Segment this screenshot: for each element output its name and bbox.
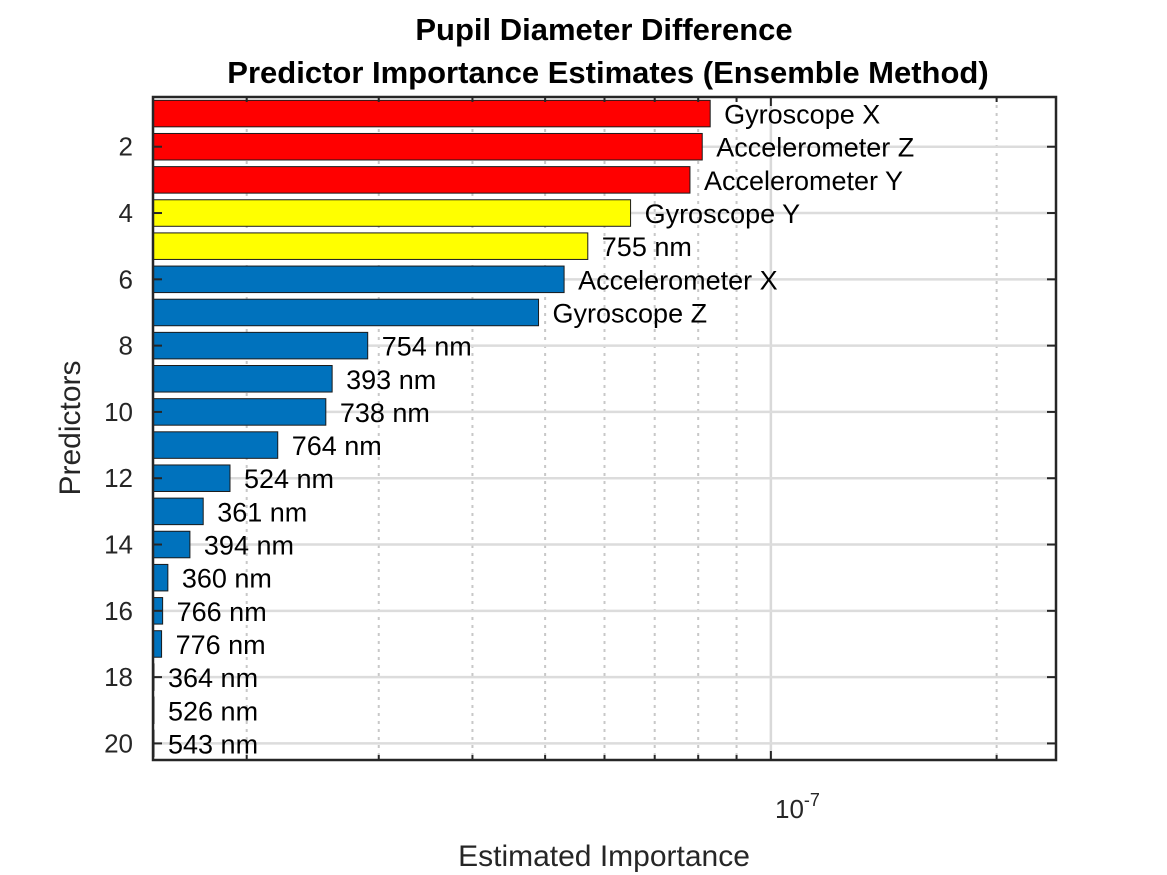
bar-label: 394 nm	[204, 531, 294, 561]
bar-label: 526 nm	[168, 696, 258, 726]
y-axis-label: Predictors	[54, 360, 87, 495]
bar-label: 764 nm	[292, 431, 382, 461]
bar	[152, 166, 691, 194]
axis-ticks	[153, 97, 1056, 760]
bar-label: 524 nm	[244, 464, 334, 494]
bar	[152, 398, 327, 426]
bar-label: 738 nm	[340, 398, 430, 428]
y-tick-label: 14	[104, 530, 133, 560]
plot-frame	[151, 95, 1058, 762]
x-axis-label: Estimated Importance	[458, 840, 750, 873]
bar	[152, 331, 369, 360]
bar	[152, 132, 703, 161]
bar-label: 754 nm	[382, 332, 472, 362]
chart-title-line-1: Pupil Diameter Difference	[415, 12, 792, 47]
bar-label: 393 nm	[346, 365, 436, 395]
bar	[152, 497, 204, 526]
y-tick-label: 4	[119, 198, 133, 228]
bar	[152, 199, 632, 227]
bar	[152, 99, 711, 128]
bar-label: Gyroscope Z	[553, 298, 708, 328]
y-tick-label: 12	[104, 463, 133, 493]
y-tick-labels: 2 4 6 8 10 12 14 16 18 20	[104, 132, 133, 759]
y-tick-label: 16	[104, 596, 133, 626]
bar-label: 766 nm	[177, 597, 267, 627]
bar-label: Gyroscope Y	[645, 199, 801, 229]
y-tick-label: 18	[104, 662, 133, 692]
bar-label: 543 nm	[168, 729, 258, 759]
bar-label: Gyroscope X	[724, 100, 880, 130]
bars	[152, 99, 711, 758]
bar-label: Accelerometer X	[578, 265, 778, 295]
bar	[152, 265, 565, 294]
bar-label: 361 nm	[217, 497, 307, 527]
grid-lines	[153, 97, 1056, 760]
bar	[152, 431, 279, 459]
bar	[152, 365, 333, 393]
y-tick-label: 20	[104, 728, 133, 758]
y-tick-label: 6	[119, 264, 133, 294]
bar	[152, 563, 169, 592]
y-tick-label: 2	[119, 132, 133, 162]
x-tick-label: 10-7	[775, 790, 820, 824]
bar-label: Accelerometer Z	[716, 133, 914, 163]
bar	[152, 298, 540, 327]
y-tick-label: 10	[104, 397, 133, 427]
y-tick-label: 8	[119, 331, 133, 361]
bar	[152, 630, 163, 658]
bar-label: 364 nm	[168, 663, 258, 693]
bar-label: 776 nm	[176, 630, 266, 660]
chart-title-line-2: Predictor Importance Estimates (Ensemble…	[227, 55, 988, 90]
bar-label: 755 nm	[602, 232, 692, 262]
bar	[152, 464, 231, 492]
bar-label: 360 nm	[182, 564, 272, 594]
bar	[152, 232, 589, 260]
bar-label: Accelerometer Y	[704, 166, 903, 196]
